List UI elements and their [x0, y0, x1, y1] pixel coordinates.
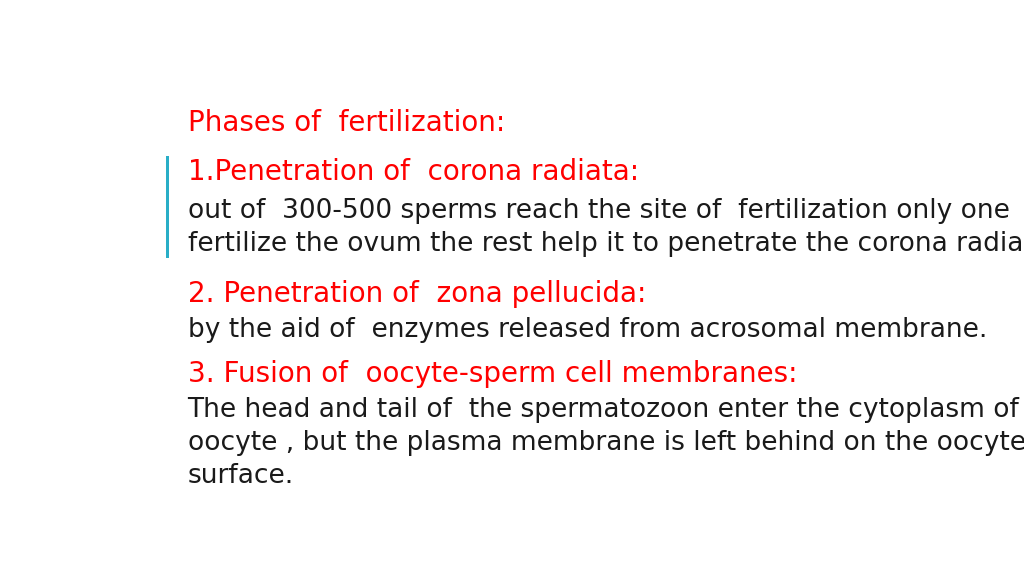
Bar	[166, 156, 169, 257]
Text: 2. Penetration of  zona pellucida:: 2. Penetration of zona pellucida:	[187, 280, 646, 308]
Text: The head and tail of  the spermatozoon enter the cytoplasm of  the
oocyte , but : The head and tail of the spermatozoon en…	[187, 397, 1024, 490]
Text: out of  300-500 sperms reach the site of  fertilization only one
fertilize the o: out of 300-500 sperms reach the site of …	[187, 198, 1024, 257]
Text: by the aid of  enzymes released from acrosomal membrane.: by the aid of enzymes released from acro…	[187, 317, 987, 343]
Text: 3. Fusion of  oocyte-sperm cell membranes:: 3. Fusion of oocyte-sperm cell membranes…	[187, 359, 797, 388]
Text: 1.Penetration of  corona radiata:: 1.Penetration of corona radiata:	[187, 158, 639, 186]
Text: Phases of  fertilization:: Phases of fertilization:	[187, 109, 505, 137]
